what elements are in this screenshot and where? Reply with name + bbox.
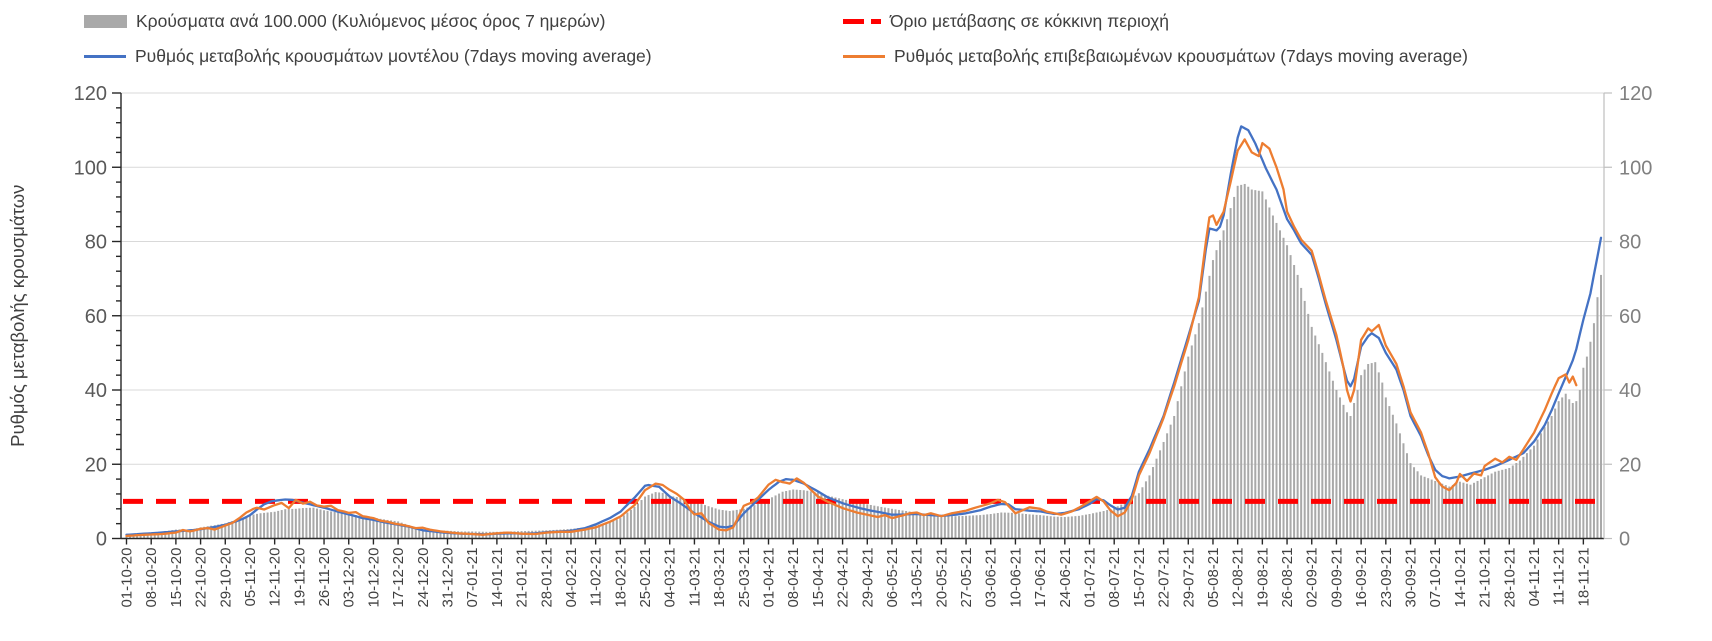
svg-text:0: 0 <box>1619 529 1630 551</box>
svg-text:08-07-21: 08-07-21 <box>1106 548 1123 608</box>
svg-text:29-04-21: 29-04-21 <box>859 548 876 608</box>
svg-text:24-12-20: 24-12-20 <box>415 548 432 608</box>
svg-text:12-08-21: 12-08-21 <box>1230 548 1247 608</box>
y-axis-title: Ρυθμός μεταβολής κρουσμάτων <box>7 185 28 447</box>
svg-text:14-01-21: 14-01-21 <box>489 548 506 608</box>
svg-text:26-08-21: 26-08-21 <box>1279 548 1296 608</box>
svg-text:07-01-21: 07-01-21 <box>464 548 481 608</box>
svg-text:28-10-21: 28-10-21 <box>1501 548 1518 608</box>
svg-text:17-12-20: 17-12-20 <box>390 548 407 608</box>
svg-text:120: 120 <box>1619 83 1652 105</box>
svg-text:25-02-21: 25-02-21 <box>637 548 654 608</box>
svg-text:15-04-21: 15-04-21 <box>810 548 827 608</box>
svg-text:18-11-21: 18-11-21 <box>1575 548 1592 607</box>
svg-text:01-07-21: 01-07-21 <box>1082 548 1099 608</box>
svg-text:25-03-21: 25-03-21 <box>736 548 753 608</box>
legend-label-confirmed: Ρυθμός μεταβολής επιβεβαιωμένων κρουσμάτ… <box>894 46 1468 66</box>
svg-text:14-10-21: 14-10-21 <box>1452 548 1469 608</box>
bar-swatch-icon <box>84 15 127 28</box>
svg-text:27-05-21: 27-05-21 <box>958 548 975 608</box>
svg-text:10-12-20: 10-12-20 <box>365 548 382 608</box>
svg-text:40: 40 <box>85 380 107 402</box>
legend-label-threshold: Όριο μετάβασης σε κόκκινη περιοχή <box>890 11 1170 31</box>
svg-text:60: 60 <box>1619 306 1641 328</box>
svg-text:09-09-21: 09-09-21 <box>1328 548 1345 608</box>
svg-text:06-05-21: 06-05-21 <box>884 548 901 608</box>
legend-item-cases-bar: Κρούσματα ανά 100.000 (Κυλιόμενος μέσος … <box>84 11 605 32</box>
svg-text:29-10-20: 29-10-20 <box>217 548 234 608</box>
svg-text:26-11-20: 26-11-20 <box>316 548 333 607</box>
svg-text:02-09-21: 02-09-21 <box>1304 548 1321 608</box>
svg-text:15-10-20: 15-10-20 <box>168 548 185 608</box>
svg-text:12-11-20: 12-11-20 <box>267 548 284 607</box>
svg-text:19-08-21: 19-08-21 <box>1254 548 1271 608</box>
svg-text:05-08-21: 05-08-21 <box>1205 548 1222 608</box>
svg-text:28-01-21: 28-01-21 <box>538 548 555 608</box>
svg-text:24-06-21: 24-06-21 <box>1057 548 1074 608</box>
svg-text:23-09-21: 23-09-21 <box>1378 548 1395 608</box>
svg-text:80: 80 <box>85 232 107 254</box>
red-dash-swatch-icon <box>843 19 881 24</box>
svg-text:04-03-21: 04-03-21 <box>662 548 679 608</box>
svg-text:05-11-20: 05-11-20 <box>242 548 259 607</box>
svg-text:11-03-21: 11-03-21 <box>686 548 703 607</box>
svg-text:100: 100 <box>74 157 107 179</box>
svg-text:21-10-21: 21-10-21 <box>1477 548 1494 608</box>
svg-text:0: 0 <box>96 529 107 551</box>
legend-item-threshold: Όριο μετάβασης σε κόκκινη περιοχή <box>843 11 1169 32</box>
svg-text:07-10-21: 07-10-21 <box>1427 548 1444 608</box>
svg-text:31-12-20: 31-12-20 <box>440 548 457 608</box>
svg-text:03-12-20: 03-12-20 <box>341 548 358 608</box>
svg-text:22-04-21: 22-04-21 <box>835 548 852 608</box>
svg-text:40: 40 <box>1619 380 1641 402</box>
svg-text:21-01-21: 21-01-21 <box>514 548 531 608</box>
bars-series <box>125 183 1602 539</box>
legend-item-confirmed-line: Ρυθμός μεταβολής επιβεβαιωμένων κρουσμάτ… <box>843 46 1468 67</box>
svg-text:15-07-21: 15-07-21 <box>1131 548 1148 608</box>
svg-text:29-07-21: 29-07-21 <box>1180 548 1197 608</box>
svg-text:04-11-21: 04-11-21 <box>1526 548 1543 607</box>
svg-text:13-05-21: 13-05-21 <box>909 548 926 608</box>
confirmed-line-series <box>125 138 1578 538</box>
legend-label-model: Ρυθμός μεταβολής κρουσμάτων μοντέλου (7d… <box>135 46 652 66</box>
svg-text:04-02-21: 04-02-21 <box>563 548 580 608</box>
svg-text:18-02-21: 18-02-21 <box>612 548 629 608</box>
svg-text:10-06-21: 10-06-21 <box>1007 548 1024 608</box>
svg-text:100: 100 <box>1619 157 1652 179</box>
svg-text:16-09-21: 16-09-21 <box>1353 548 1370 608</box>
svg-text:60: 60 <box>85 306 107 328</box>
svg-text:20-05-21: 20-05-21 <box>933 548 950 608</box>
svg-text:01-10-20: 01-10-20 <box>119 548 136 608</box>
legend-label-cases: Κρούσματα ανά 100.000 (Κυλιόμενος μέσος … <box>136 11 606 31</box>
svg-text:22-07-21: 22-07-21 <box>1156 548 1173 608</box>
svg-text:11-11-21: 11-11-21 <box>1551 548 1568 606</box>
svg-text:22-10-20: 22-10-20 <box>193 548 210 608</box>
svg-text:08-10-20: 08-10-20 <box>143 548 160 608</box>
svg-text:120: 120 <box>74 83 107 105</box>
svg-text:30-09-21: 30-09-21 <box>1403 548 1420 608</box>
svg-text:20: 20 <box>1619 454 1641 476</box>
legend-item-model-line: Ρυθμός μεταβολής κρουσμάτων μοντέλου (7d… <box>84 46 652 67</box>
svg-text:01-04-21: 01-04-21 <box>761 548 778 608</box>
orange-line-swatch-icon <box>843 55 885 58</box>
svg-text:80: 80 <box>1619 232 1641 254</box>
svg-text:11-02-21: 11-02-21 <box>588 548 605 607</box>
svg-text:08-04-21: 08-04-21 <box>785 548 802 608</box>
svg-text:17-06-21: 17-06-21 <box>1032 548 1049 608</box>
svg-text:18-03-21: 18-03-21 <box>711 548 728 608</box>
svg-text:03-06-21: 03-06-21 <box>983 548 1000 608</box>
blue-line-swatch-icon <box>84 55 126 58</box>
svg-text:20: 20 <box>85 454 107 476</box>
svg-text:19-11-20: 19-11-20 <box>291 548 308 607</box>
